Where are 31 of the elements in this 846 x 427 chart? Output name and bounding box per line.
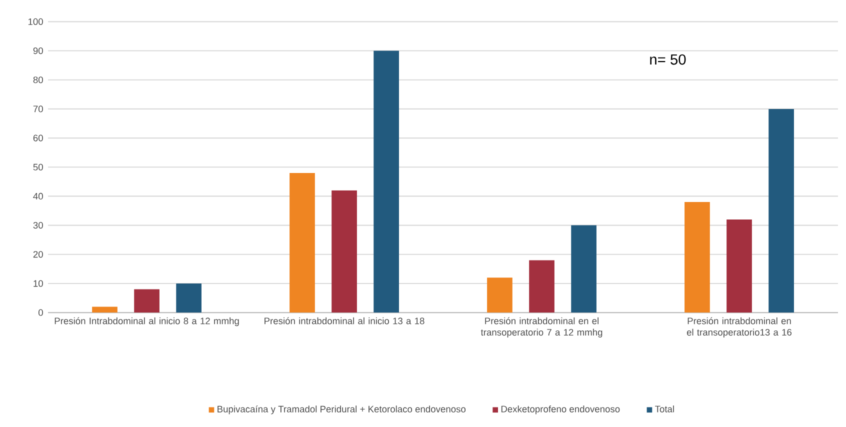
bar [726,219,752,312]
bar [684,202,710,312]
y-tick-label: 90 [33,47,43,54]
legend-label: Total [655,405,674,412]
bar [529,260,554,312]
bar [571,225,596,312]
y-tick-label: 20 [33,250,43,258]
bar [176,283,202,312]
y-tick-label: 80 [33,76,43,83]
x-tick-label: Presión Intrabdominal al inicio 8 a 12 mmhg [54,317,239,326]
bar [374,50,399,312]
bar [768,108,794,312]
y-tick-label: 60 [33,134,43,142]
y-tick-label: 10 [34,280,43,287]
x-tick-label: Presión intrabdominal en el transoperatorio 7 a 12 mmhg [480,317,602,338]
bar [92,306,118,312]
legend-label: Bupivacaína y Tramadol Peridural + Ketorolaco endovenoso [218,405,466,414]
bar [134,289,160,312]
legend-label: Dexketoprofeno endovenoso [501,405,620,414]
bar [332,190,357,312]
y-tick-label: 50 [33,164,43,170]
y-tick-label: 30 [33,222,43,228]
bar [290,172,315,312]
y-tick-label: 40 [33,192,43,200]
bar [487,278,512,312]
x-tick-label: Presión intrabdominal al inicio 13 a 18 [264,317,424,324]
y-tick-label: 100 [28,18,43,25]
x-tick-label: Presión intrabdominal en el transoperatorio13 a 16 [686,317,792,338]
y-tick-label: 0 [38,309,43,316]
annotation: n= 50 [650,54,686,65]
y-tick-label: 70 [33,105,43,112]
